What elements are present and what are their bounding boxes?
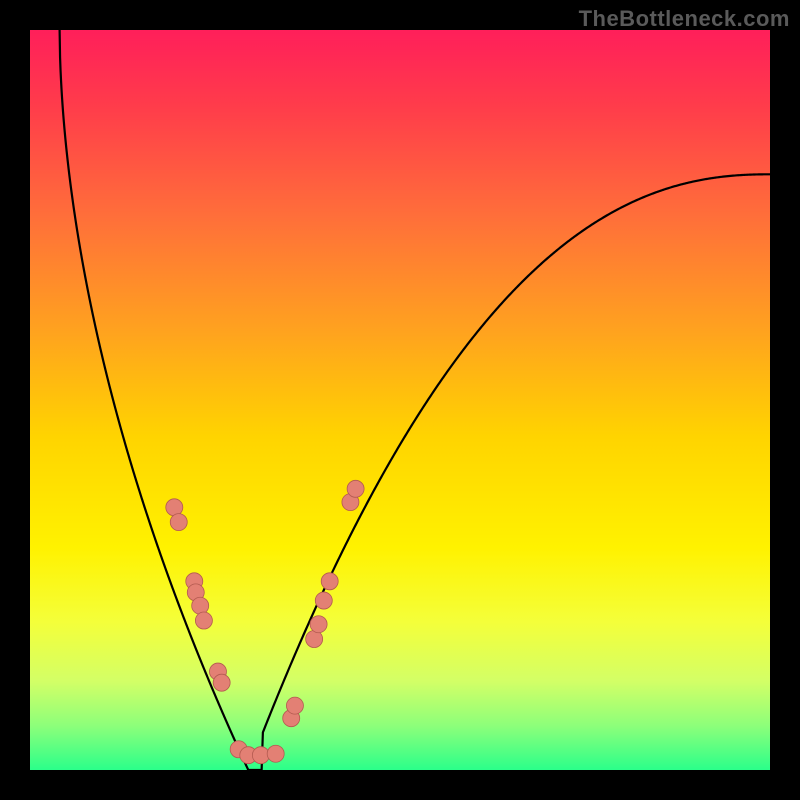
curve-marker: [170, 514, 187, 531]
curve-marker: [195, 612, 212, 629]
curve-marker: [315, 592, 332, 609]
plot-background: [30, 30, 770, 770]
curve-marker: [252, 747, 269, 764]
curve-marker: [347, 480, 364, 497]
watermark: TheBottleneck.com: [579, 6, 790, 32]
curve-marker: [286, 697, 303, 714]
curve-marker: [166, 499, 183, 516]
curve-marker: [306, 631, 323, 648]
curve-marker: [310, 616, 327, 633]
curve-marker: [192, 597, 209, 614]
chart-container: TheBottleneck.com: [0, 0, 800, 800]
curve-marker: [267, 745, 284, 762]
watermark-text: TheBottleneck.com: [579, 6, 790, 31]
curve-marker: [213, 674, 230, 691]
bottleneck-curve-chart: [0, 0, 800, 800]
curve-marker: [321, 573, 338, 590]
